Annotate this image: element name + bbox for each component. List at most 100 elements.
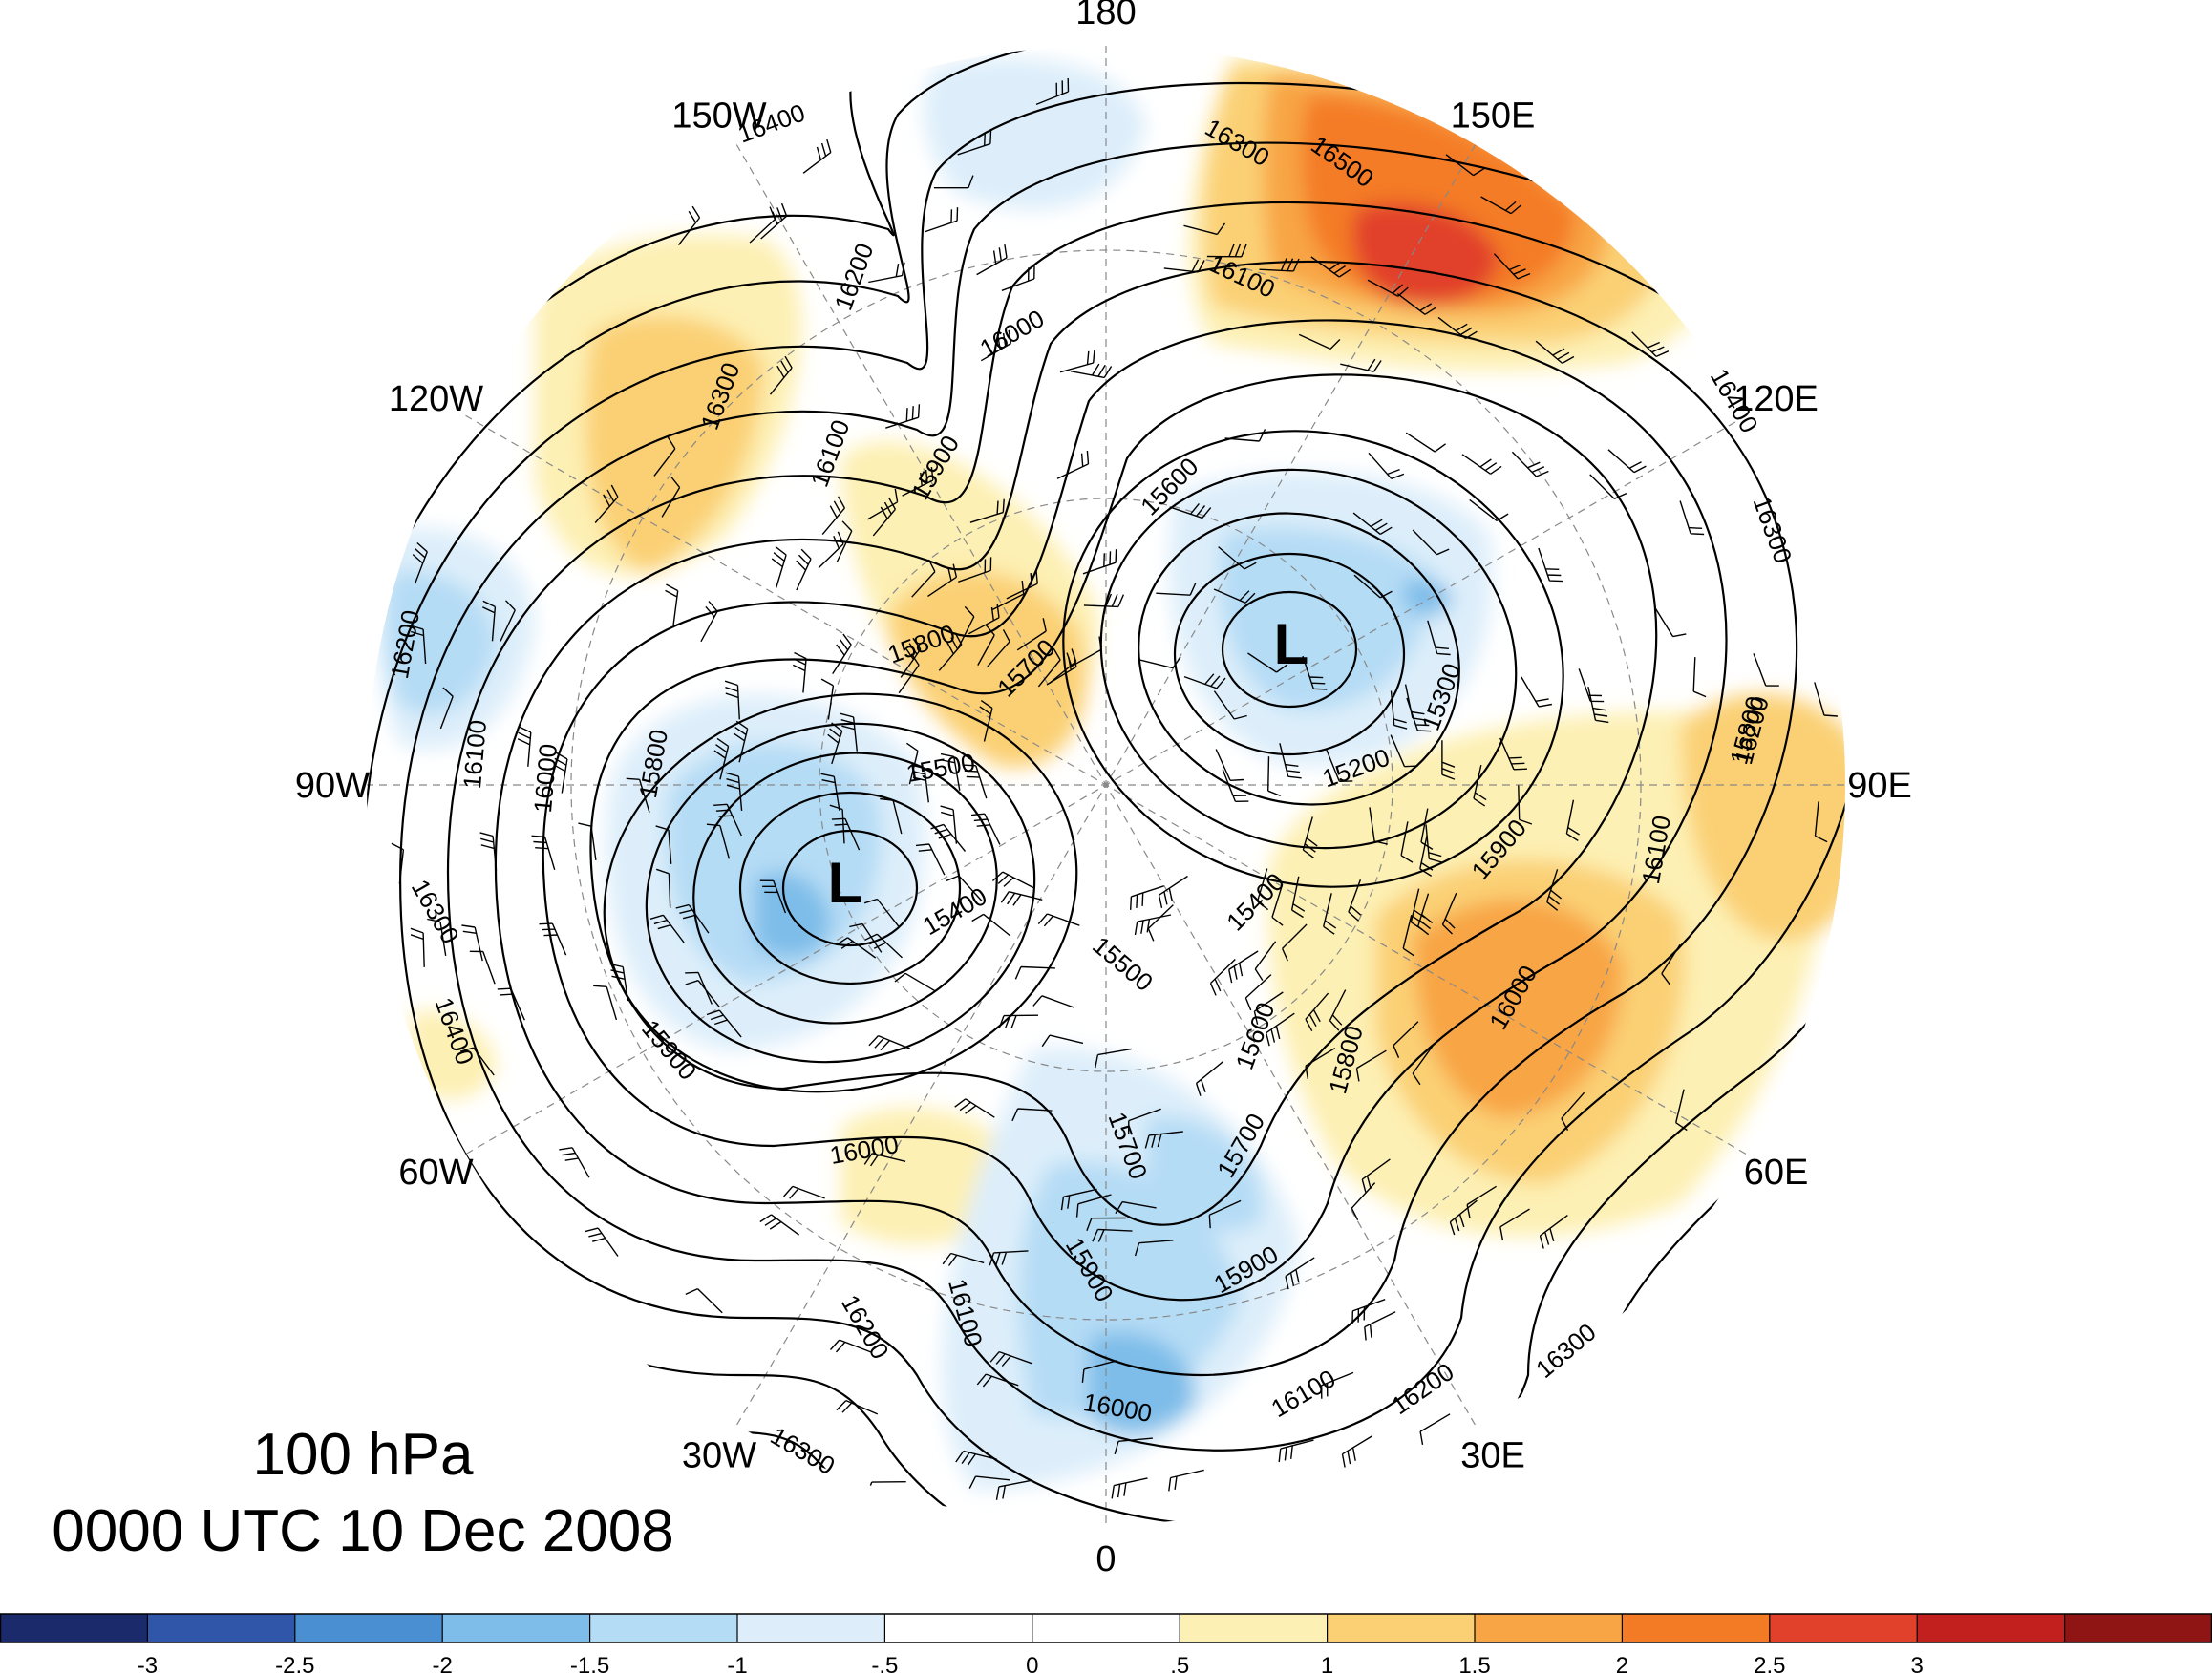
wind-barb <box>1256 868 1269 911</box>
map-boundary <box>365 44 1847 1526</box>
wind-barb <box>1351 1182 1376 1221</box>
wind-barb <box>902 467 934 497</box>
wind-barb <box>1014 965 1055 980</box>
wind-barb <box>938 632 963 671</box>
wind-barb <box>410 927 425 967</box>
wind-barb <box>1419 835 1434 877</box>
wind-barb <box>1128 1108 1161 1134</box>
wind-barb <box>1092 1228 1133 1242</box>
pressure-level-title: 100 hPa <box>252 1422 474 1488</box>
colorbar-segment <box>1475 1614 1623 1642</box>
wind-barb <box>706 1009 742 1038</box>
wind-barb <box>1538 547 1563 583</box>
wind-barb <box>461 924 483 962</box>
wind-barb <box>970 813 1001 845</box>
wind-barb <box>1006 570 1038 600</box>
wind-barb <box>980 329 1012 362</box>
longitude-label: 30E <box>1460 1436 1525 1476</box>
wind-barb <box>1469 498 1509 521</box>
wind-barb <box>771 545 787 588</box>
colorbar-segment <box>2064 1614 2212 1642</box>
wind-barb <box>933 175 974 189</box>
wind-barb <box>1419 1413 1451 1446</box>
wind-barb <box>1266 1012 1295 1047</box>
wind-barb <box>1060 1188 1097 1211</box>
longitude-label: 60W <box>398 1153 473 1193</box>
wind-barb <box>986 629 1010 668</box>
wind-barb <box>832 633 852 674</box>
wind-barb <box>1361 1158 1391 1193</box>
wind-barb <box>1213 690 1247 720</box>
wind-barb <box>872 497 897 537</box>
longitude-label: 120W <box>389 379 483 419</box>
wind-barb <box>1037 913 1080 927</box>
wind-barb <box>1305 1047 1336 1080</box>
wind-barb <box>968 604 1000 635</box>
wind-barb <box>991 871 1034 889</box>
wind-barb <box>998 1014 1039 1028</box>
contour-label-text: 16000 <box>528 743 563 815</box>
graticule <box>366 45 1846 1525</box>
wind-barb <box>1305 992 1329 1032</box>
wind-barb <box>840 712 858 752</box>
wind-barb <box>1158 875 1188 909</box>
colorbar-tick-label: -2 <box>433 1653 453 1674</box>
wind-barb <box>665 583 679 625</box>
wind-barb <box>1195 1061 1223 1096</box>
wind-barb <box>880 797 903 835</box>
wind-barb <box>649 914 685 943</box>
wind-barb <box>957 605 975 648</box>
wind-barb <box>911 559 936 598</box>
wind-barb <box>531 835 556 870</box>
wind-barb <box>1473 764 1487 807</box>
wind-barb <box>479 832 498 871</box>
wind-barb <box>1679 500 1705 536</box>
wind-barb <box>1355 1049 1387 1082</box>
wind-barb <box>1521 676 1553 708</box>
wind-barb <box>827 722 843 765</box>
wind-barb <box>1144 1131 1183 1149</box>
wind-barb <box>412 541 428 584</box>
longitude-label: 150W <box>671 96 766 137</box>
wind-barb <box>661 477 681 518</box>
longitude-label: 90W <box>295 766 370 806</box>
wind-barb <box>849 922 883 953</box>
wind-barb <box>1208 1199 1242 1229</box>
wind-barb <box>594 484 619 523</box>
wind-barb <box>1163 259 1205 273</box>
wind-barb <box>1247 652 1288 673</box>
colorbar-tick-label: 2 <box>1616 1653 1628 1674</box>
wind-barb <box>946 875 983 902</box>
wind-barb <box>1437 316 1478 340</box>
wind-barb <box>1059 350 1095 373</box>
wind-barb <box>1253 991 1284 1025</box>
wind-barb <box>942 1252 985 1266</box>
wind-barb <box>940 752 961 791</box>
longitude-label: 30W <box>682 1436 756 1476</box>
wind-barb <box>1323 893 1337 935</box>
wind-barb <box>898 653 920 694</box>
wind-barb <box>1341 1435 1372 1468</box>
wind-barb <box>957 130 992 156</box>
wind-barb <box>962 764 988 799</box>
wind-barb <box>1279 743 1302 779</box>
wind-barb <box>976 1373 1019 1388</box>
wind-barb <box>1753 653 1779 687</box>
wind-barb <box>713 803 742 837</box>
wind-barb <box>1364 1311 1396 1341</box>
wind-barb <box>481 600 497 642</box>
wind-barb <box>1218 546 1257 570</box>
wind-barb <box>1037 647 1061 688</box>
wind-barb <box>1081 1360 1117 1383</box>
wind-barb <box>831 817 861 851</box>
wind-barb <box>1511 451 1549 477</box>
wind-barb <box>940 805 958 844</box>
wind-barb <box>1589 474 1627 499</box>
wind-barb <box>829 804 845 844</box>
wind-barb <box>706 823 731 859</box>
wind-barb <box>885 404 921 429</box>
wind-barb <box>626 777 650 814</box>
wind-barb <box>1466 1185 1497 1218</box>
wind-barb <box>725 772 743 811</box>
contour-label: 16100 <box>457 719 492 791</box>
